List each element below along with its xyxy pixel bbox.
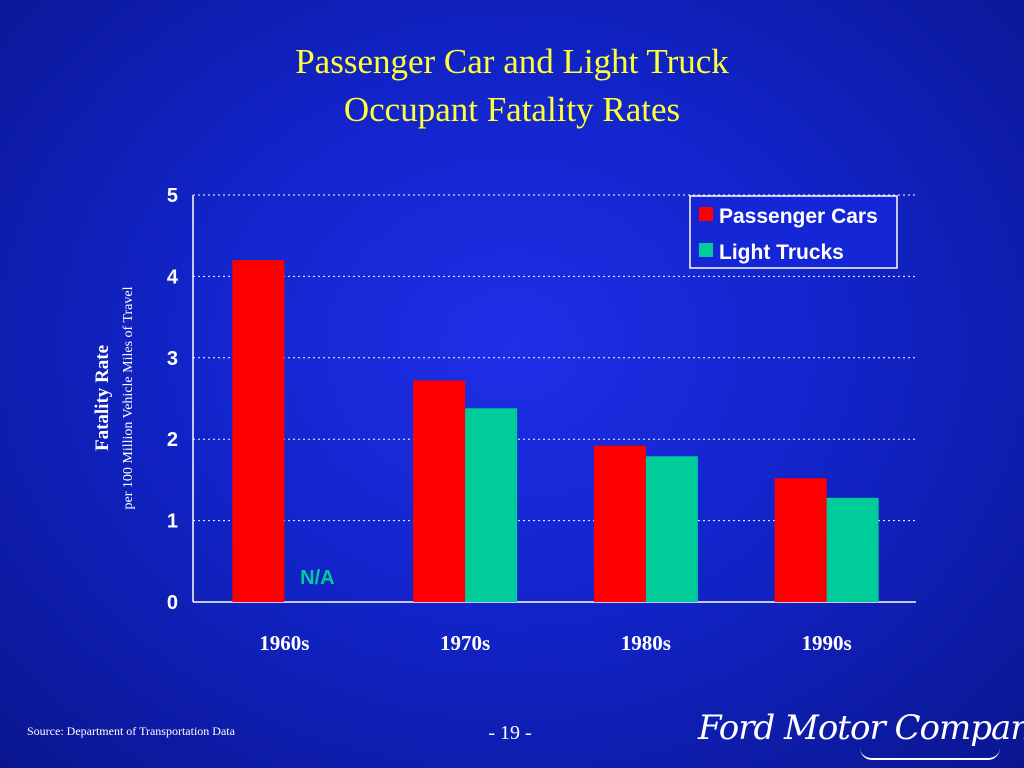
page-number: - 19 -: [488, 722, 532, 744]
y-tick-label: 5: [167, 185, 178, 207]
legend-label: Light Trucks: [719, 241, 844, 264]
y-tick-label: 0: [167, 592, 178, 614]
legend-label: Passenger Cars: [719, 205, 878, 228]
chart-title: Passenger Car and Light Truck Occupant F…: [0, 38, 1024, 134]
y-tick-label: 3: [167, 348, 178, 370]
bar-light-trucks-1980s: [645, 456, 698, 602]
x-tick-label: 1980s: [621, 631, 671, 655]
bar-passenger-cars-1980s: [593, 445, 646, 602]
y-axis-title: Fatality Rate: [92, 345, 113, 451]
na-label: N/A: [300, 567, 334, 589]
bar-light-trucks-1970s: [465, 408, 518, 602]
legend-swatch-passenger-cars: [699, 207, 713, 221]
y-tick-label: 1: [167, 511, 178, 533]
y-tick-label: 4: [167, 266, 179, 288]
legend-swatch-light-trucks: [699, 243, 713, 257]
logo-flourish: [860, 748, 1000, 760]
x-tick-label: 1960s: [259, 631, 309, 655]
legend-box: [689, 195, 898, 269]
bar-passenger-cars-1960s: [232, 260, 285, 602]
y-axis-subtitle: per 100 Million Vehicle Miles of Travel: [121, 286, 136, 509]
x-tick-label: 1990s: [802, 631, 852, 655]
bar-chart: 0 1 2 3 4 5 N/A 1960s 1970s 1980s 1990s Fatality Ra…: [92, 185, 898, 655]
bar-light-trucks-1990s: [826, 497, 879, 602]
title-line-2: Occupant Fatality Rates: [343, 90, 681, 129]
bar-passenger-cars-1990s: [774, 478, 827, 602]
x-tick-label: 1970s: [440, 631, 490, 655]
ford-logo: Ford Motor Company: [698, 708, 1024, 748]
source-note: Source: Department of Transportation Dat…: [27, 724, 235, 738]
y-tick-label: 2: [167, 429, 178, 451]
bar-passenger-cars-1970s: [413, 380, 466, 602]
title-line-1: Passenger Car and Light Truck: [295, 42, 729, 81]
